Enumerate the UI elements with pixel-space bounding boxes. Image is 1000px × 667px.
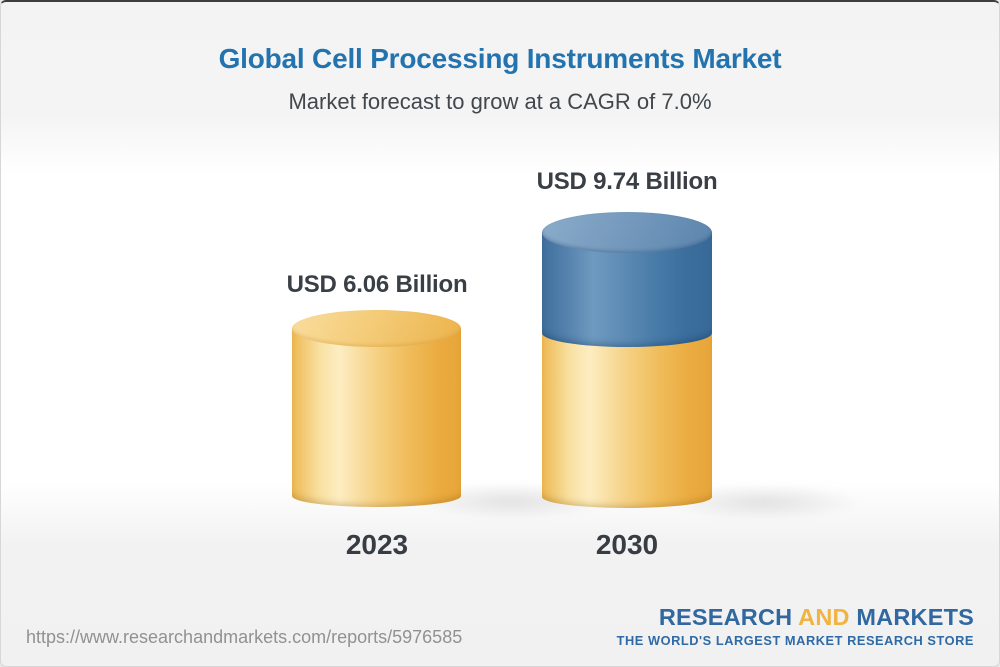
cylinder-2030-yellow-segment <box>542 331 712 508</box>
logo-word-and: AND <box>798 604 850 630</box>
bar-2023-year-label: 2023 <box>345 529 409 560</box>
cylinder-2023-body <box>292 328 461 507</box>
logo-word-research: RESEARCH <box>658 604 793 630</box>
bar-2030-year-label: 2030 <box>595 529 659 560</box>
page-subtitle: Market forecast to grow at a CAGR of 7.0… <box>288 89 712 114</box>
bar-2023-value-label: USD 6.06 Billion <box>286 271 468 298</box>
cylinder-2030-top-ellipse <box>542 212 712 253</box>
page-title: Global Cell Processing Instruments Marke… <box>218 43 782 74</box>
logo-tagline: THE WORLD'S LARGEST MARKET RESEARCH STOR… <box>616 633 974 648</box>
cylinder-2023-top-ellipse <box>292 310 461 347</box>
report-url: https://www.researchandmarkets.com/repor… <box>26 627 463 647</box>
logo-wordmark: RESEARCH AND MARKETS <box>617 604 974 631</box>
logo-word-markets: MARKETS <box>856 604 974 630</box>
research-and-markets-logo: RESEARCH AND MARKETS THE WORLD'S LARGEST… <box>617 604 974 648</box>
bar-2030-value-label: USD 9.74 Billion <box>536 168 718 195</box>
